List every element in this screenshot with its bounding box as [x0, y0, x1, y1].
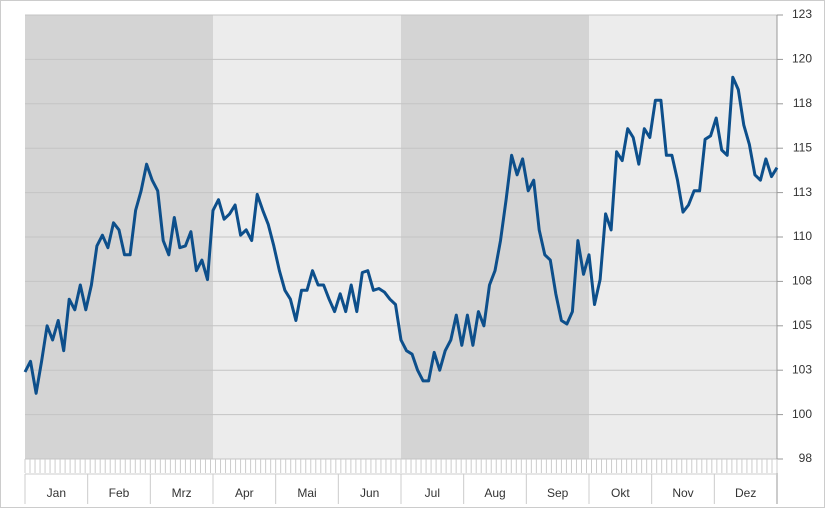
- y-tick-label: 118: [793, 96, 812, 110]
- x-tick-label: Dez: [735, 486, 756, 500]
- x-tick-label: Sep: [547, 486, 569, 500]
- x-tick-label: Mai: [297, 486, 316, 500]
- y-tick-label: 113: [793, 185, 812, 199]
- y-tick-label: 123: [792, 7, 812, 21]
- y-tick-label: 115: [793, 140, 812, 154]
- y-tick-label: 105: [792, 318, 812, 332]
- y-tick-label: 108: [792, 274, 812, 288]
- x-tick-label: Jul: [425, 486, 440, 500]
- x-tick-label: Nov: [672, 486, 693, 500]
- x-tick-label: Okt: [611, 486, 630, 500]
- y-tick-label: 110: [793, 229, 812, 243]
- x-tick-label: Aug: [484, 486, 505, 500]
- x-tick-label: Feb: [109, 486, 130, 500]
- y-tick-label: 100: [792, 407, 812, 421]
- x-tick-label: Apr: [235, 486, 254, 500]
- x-tick-label: Mrz: [172, 486, 192, 500]
- x-tick-label: Jun: [360, 486, 379, 500]
- y-tick-label: 98: [799, 451, 813, 465]
- y-tick-label: 103: [792, 362, 812, 376]
- price-line: [23, 75, 779, 395]
- y-tick-label: 120: [792, 52, 812, 66]
- x-tick-label: Jan: [47, 486, 66, 500]
